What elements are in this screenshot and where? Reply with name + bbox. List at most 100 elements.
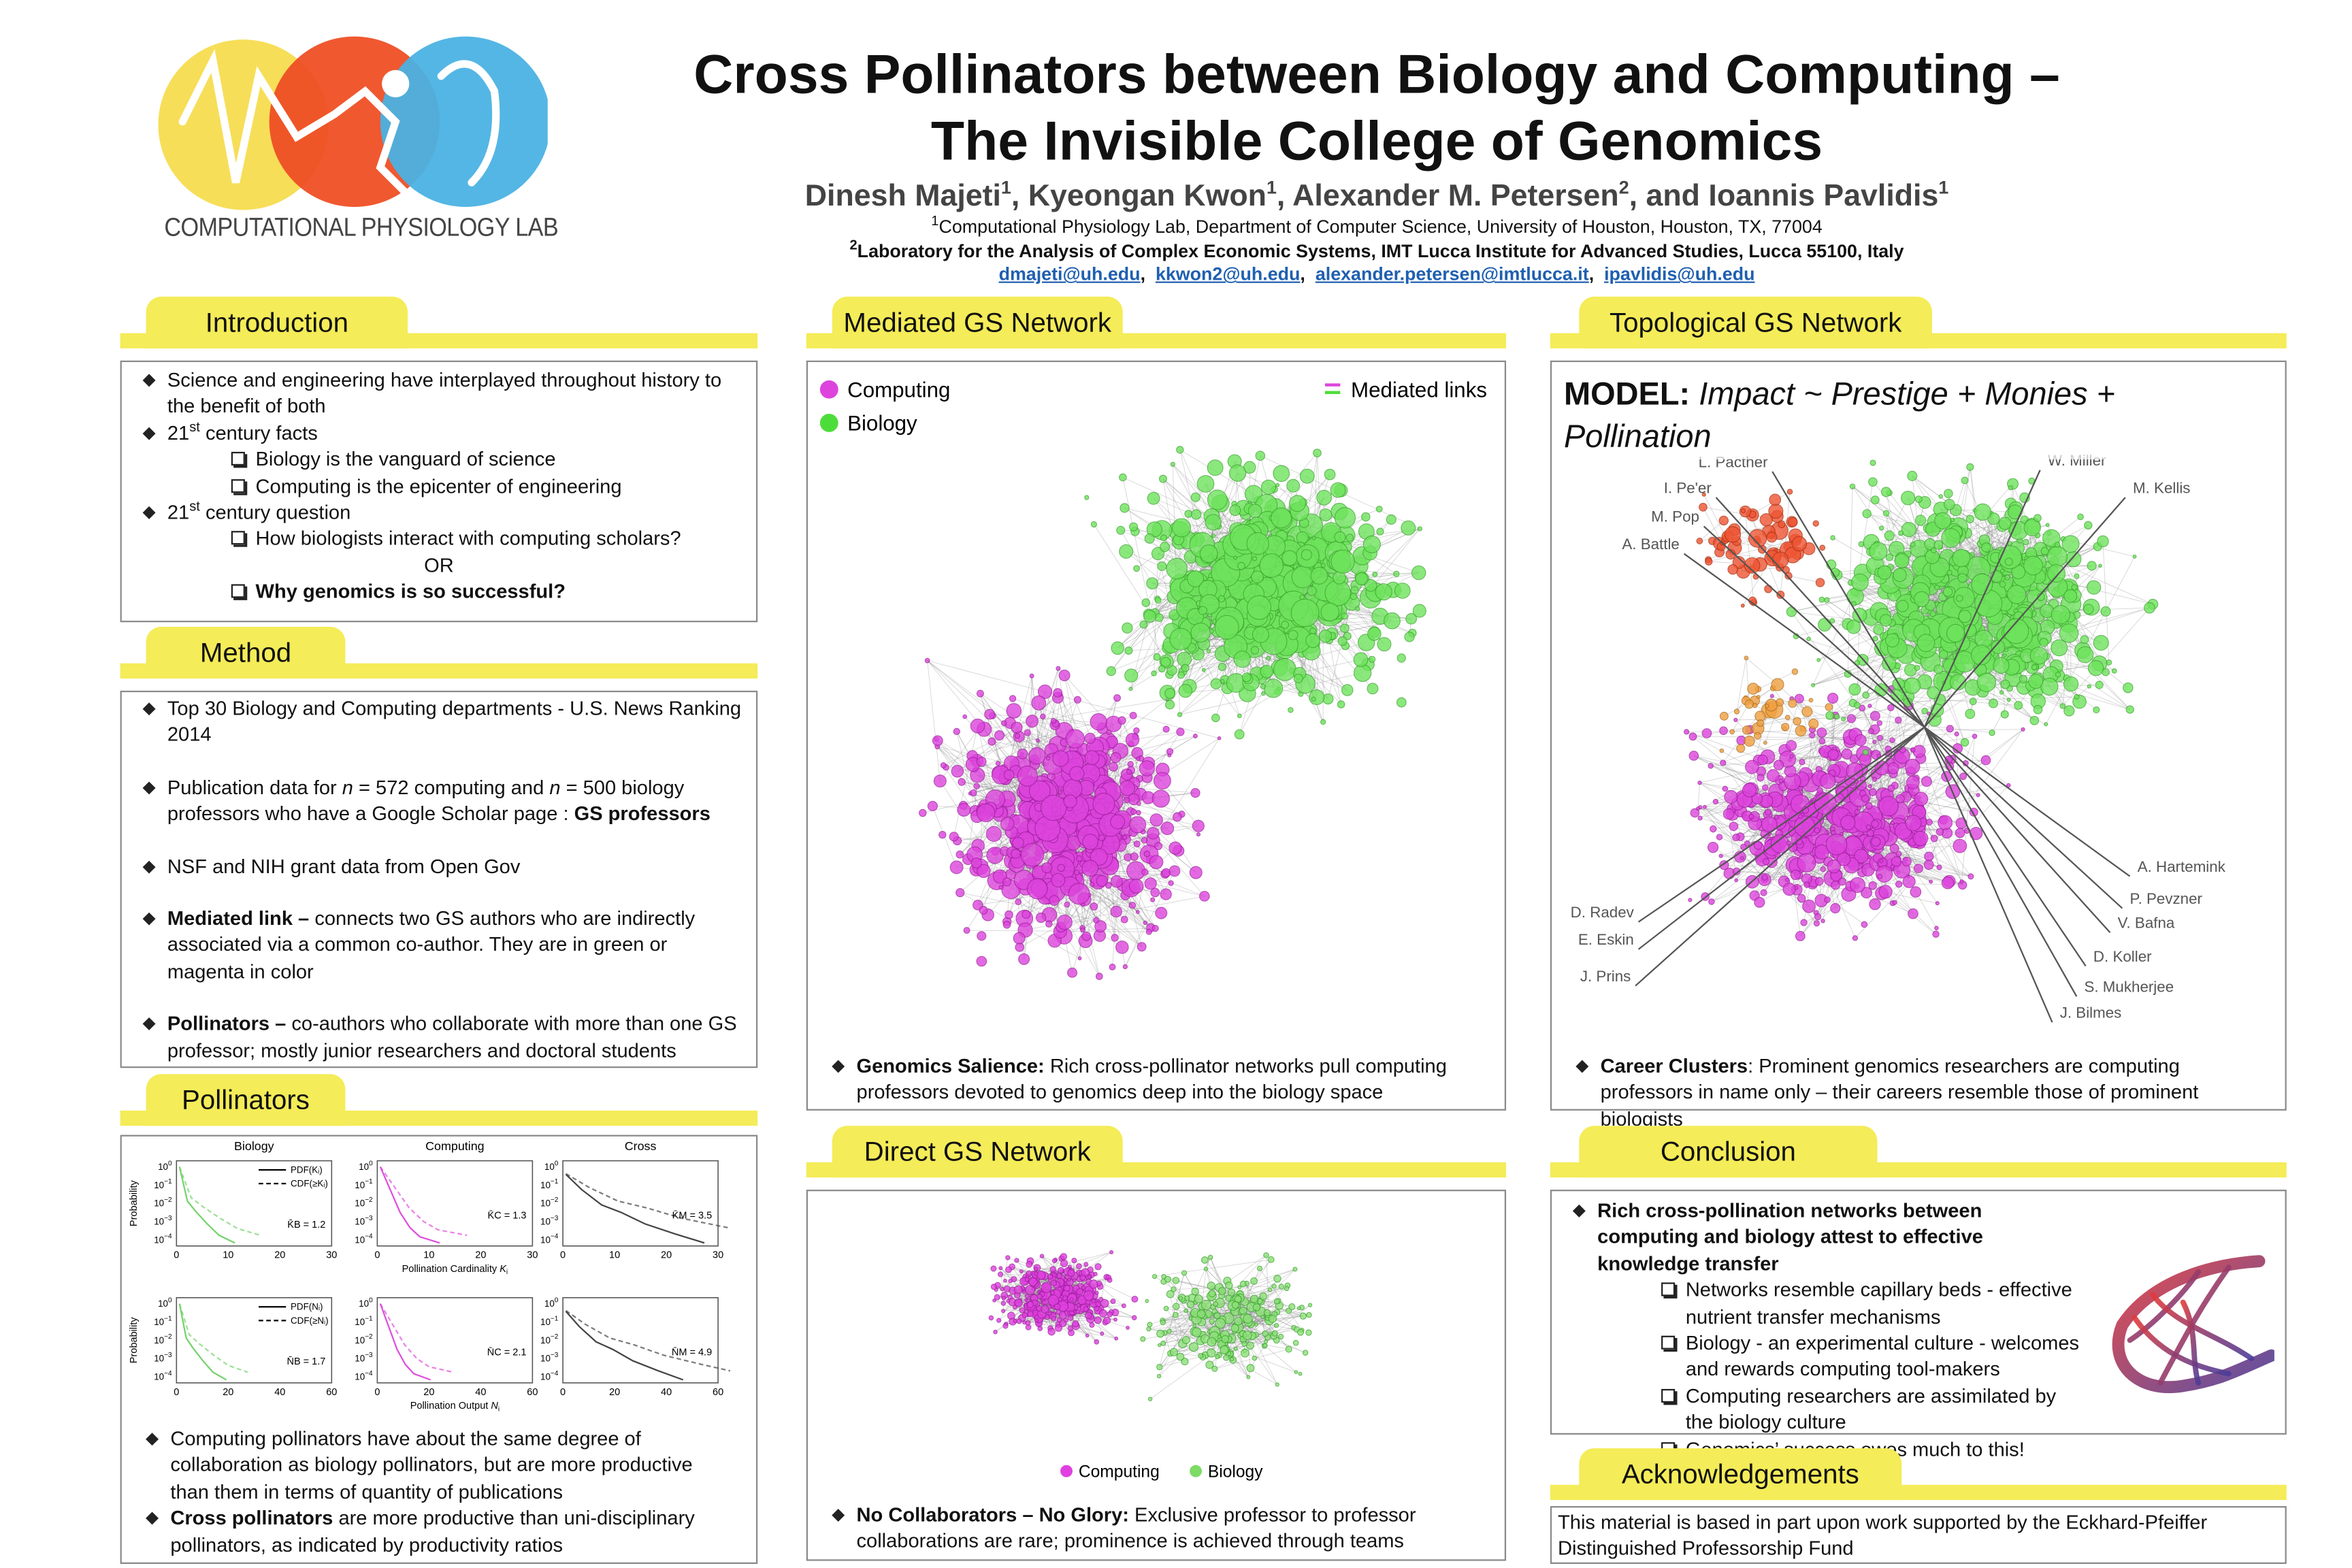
- network-node: [1067, 967, 1077, 978]
- network-node: [958, 778, 966, 786]
- x-tick-label: 20: [274, 1250, 285, 1261]
- network-node: [1208, 1290, 1216, 1298]
- section-title: Method: [199, 636, 292, 668]
- network-node: [1047, 1294, 1060, 1306]
- tick-exponent: 0: [369, 1297, 373, 1305]
- email-separator: ,: [1140, 263, 1146, 285]
- network-edge: [1124, 922, 1146, 967]
- network-node: [1098, 834, 1105, 842]
- network-node: [1176, 728, 1185, 736]
- network-node: [1108, 762, 1118, 772]
- network-node: [1085, 1333, 1090, 1338]
- network-node: [1189, 866, 1203, 879]
- network-edge: [1736, 871, 1837, 875]
- email-link[interactable]: dmajeti@uh.edu: [998, 263, 1141, 285]
- network-node: [1124, 797, 1130, 804]
- network-node: [1316, 489, 1333, 506]
- network-node: [1094, 1290, 1099, 1295]
- text-run: Pollinators –: [167, 1012, 287, 1035]
- network-node: [1252, 1355, 1258, 1361]
- network-node: [1417, 526, 1422, 532]
- network-node: [949, 860, 964, 875]
- network-node: [1151, 670, 1157, 676]
- author-name: Kyeongan Kwon: [1028, 179, 1267, 213]
- network-edge: [1784, 698, 1800, 751]
- network-edge: [1049, 919, 1096, 925]
- email-link[interactable]: ipavlidis@uh.edu: [1604, 263, 1755, 285]
- network-edge: [1850, 734, 1957, 738]
- network-edge: [927, 660, 1035, 765]
- network-node: [1067, 1325, 1073, 1331]
- network-node: [1309, 627, 1317, 634]
- network-node: [1288, 630, 1298, 640]
- network-edge: [1855, 766, 1950, 772]
- tick-base: 10: [355, 1317, 365, 1327]
- network-node: [1322, 693, 1334, 705]
- network-edge: [977, 692, 1058, 906]
- network-node: [1014, 733, 1020, 739]
- network-node: [1036, 1294, 1043, 1300]
- tick-exponent: −2: [551, 1333, 559, 1341]
- network-node: [990, 1284, 998, 1290]
- network-node: [1393, 570, 1400, 578]
- text-run: = 572 computing and: [353, 775, 550, 799]
- logo-head: [382, 69, 410, 98]
- bullet-item: Computing is the epicenter of engineerin…: [134, 472, 744, 499]
- text-run: No Collaborators – No Glory:: [856, 1503, 1129, 1526]
- tick-base: 10: [158, 1298, 168, 1309]
- network-node: [1362, 535, 1381, 554]
- network-node: [1261, 691, 1266, 696]
- network-node: [1166, 1290, 1175, 1298]
- network-node: [1084, 495, 1090, 500]
- network-node: [1188, 1342, 1198, 1352]
- network-edge: [1128, 615, 1175, 651]
- title: Cross Pollinators between Biology and Co…: [693, 42, 2060, 105]
- network-node: [1116, 525, 1126, 535]
- network-node: [1154, 842, 1162, 851]
- network-node: [1119, 780, 1135, 796]
- y-tick-label: 10−1: [154, 1315, 172, 1327]
- network-node: [1241, 672, 1252, 683]
- author-name: Dinesh Majeti: [804, 179, 1001, 213]
- network-node: [1263, 1309, 1271, 1316]
- network-node: [1267, 1288, 1273, 1292]
- network-node: [1278, 1284, 1285, 1290]
- network-node: [1067, 1314, 1074, 1321]
- author-separator: ,: [1011, 179, 1020, 213]
- email-link[interactable]: kkwon2@uh.edu: [1155, 263, 1301, 285]
- x-tick-label: 20: [423, 1387, 434, 1398]
- network-node: [1324, 468, 1336, 480]
- y-tick-label: 10−4: [540, 1233, 559, 1245]
- network-node: [1852, 935, 1859, 941]
- cdf-curve: [379, 1166, 468, 1237]
- legend-dot: [1190, 1465, 1202, 1477]
- network-edge: [1855, 881, 1910, 938]
- network-node: [1149, 813, 1163, 827]
- bullet-item: Science and engineering have interplayed…: [134, 367, 744, 420]
- network-node: [1887, 704, 1895, 711]
- network-node: [1013, 932, 1026, 945]
- mean-label: K̄M = 3.5: [672, 1210, 713, 1221]
- x-tick-label: 20: [475, 1250, 486, 1261]
- network-node: [1215, 1318, 1226, 1329]
- network-node: [1012, 836, 1024, 849]
- network-edge: [1741, 736, 1851, 741]
- network-node: [1052, 750, 1069, 767]
- network-node: [1031, 695, 1047, 710]
- network-node: [1959, 772, 1967, 781]
- tick-exponent: −1: [164, 1178, 172, 1186]
- network-node: [1310, 566, 1328, 585]
- network-node: [949, 832, 959, 842]
- network-edge: [1250, 1345, 1265, 1369]
- legend-label: CDF(≥Nᵢ): [291, 1316, 329, 1326]
- x-tick-label: 20: [223, 1387, 233, 1398]
- tick-exponent: −1: [365, 1178, 373, 1186]
- network-node: [1076, 855, 1083, 862]
- network-node: [1133, 840, 1141, 848]
- network-node: [1198, 1353, 1204, 1359]
- network-node: [1162, 725, 1170, 733]
- network-node: [1330, 549, 1355, 574]
- network-node: [1009, 695, 1017, 702]
- email-link[interactable]: alexander.petersen@imtlucca.it: [1315, 263, 1589, 285]
- network-node: [1054, 1303, 1061, 1310]
